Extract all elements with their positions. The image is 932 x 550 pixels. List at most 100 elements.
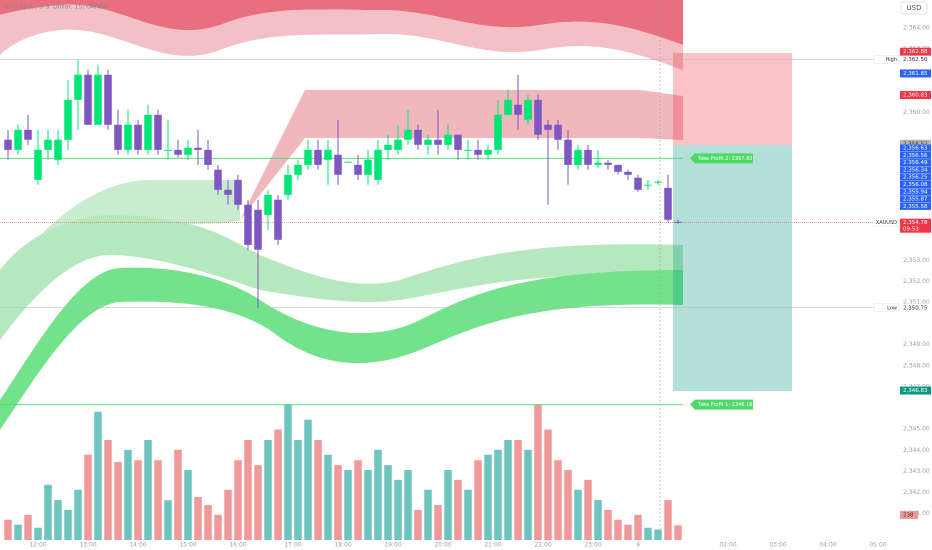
candle-body	[374, 149, 382, 180]
candle-body	[474, 149, 482, 155]
support-band	[0, 215, 683, 340]
price-marker-name-box	[873, 218, 900, 227]
target-zone	[673, 145, 792, 391]
resistance-band-outer	[0, 4, 683, 70]
candle-body	[264, 194, 272, 215]
price-marker-label: 2,358.52	[903, 141, 928, 147]
x-tick-label: 12:00	[29, 542, 46, 549]
candle-body	[574, 149, 582, 165]
candle-body	[244, 204, 252, 245]
volume-marker-label: 238	[903, 513, 914, 519]
volume-bar	[124, 449, 132, 540]
support-band-outer	[0, 180, 240, 340]
price-marker-name: XAUUSD	[876, 220, 897, 226]
y-tick-label: 2,352.00	[903, 278, 930, 285]
indicator-marker	[900, 195, 931, 203]
candle-body	[594, 162, 602, 165]
candle-body	[354, 164, 362, 175]
volume-bar	[274, 429, 282, 540]
volume-bar	[284, 405, 292, 540]
volume-bar	[74, 489, 82, 540]
candle-body	[14, 129, 22, 150]
candle-body	[294, 164, 302, 175]
volume-bar	[14, 524, 22, 540]
volume-bar	[454, 479, 462, 540]
indicator-marker	[900, 173, 931, 181]
x-tick-label: 18:00	[334, 542, 351, 549]
price-marker-label: 2,350.75	[903, 305, 928, 311]
candle-body	[544, 124, 552, 130]
volume-bar	[574, 489, 582, 540]
candle-body	[284, 174, 292, 195]
volume-bar	[334, 465, 342, 540]
volume-bar	[474, 460, 482, 540]
price-marker-time: 09:53	[903, 227, 919, 233]
candle-body	[464, 149, 472, 151]
y-tick-label: 2,348.00	[903, 362, 930, 369]
x-tick-label: 14:00	[129, 542, 146, 549]
volume-bar	[144, 439, 152, 540]
candle-body	[254, 209, 262, 250]
candle-body	[524, 99, 532, 120]
volume-bar	[24, 514, 32, 540]
candle-body	[214, 169, 222, 190]
price-marker	[900, 47, 931, 56]
price-marker-label: 2,346.83	[903, 388, 928, 394]
indicator-label: 2,356.56	[903, 153, 928, 159]
volume-bar	[584, 479, 592, 540]
candle-body	[434, 139, 442, 145]
candle-body	[344, 161, 352, 163]
volume-bar	[554, 460, 562, 540]
volume-bar	[564, 470, 572, 540]
volume-bar	[464, 489, 472, 540]
volume-bar	[594, 500, 602, 540]
volume-bar	[44, 484, 52, 540]
volume-bar	[164, 500, 172, 540]
candle-body	[444, 134, 452, 145]
take-profit-tag	[690, 399, 753, 410]
volume-bar	[494, 449, 502, 540]
candle-body	[204, 149, 212, 165]
candle-body	[564, 139, 572, 165]
volume-bar	[254, 465, 262, 540]
x-tick-label: 02:00	[719, 542, 736, 549]
volume-bar	[64, 509, 72, 540]
x-tick-label: 22:00	[534, 542, 551, 549]
indicator-marker	[900, 159, 931, 167]
volume-bar	[504, 439, 512, 540]
candle-body	[84, 74, 92, 125]
price-marker-label: 2,362.50	[903, 57, 928, 63]
volume-bar	[524, 449, 532, 540]
volume-bar	[234, 460, 242, 540]
volume-marker	[900, 511, 918, 519]
volume-bar	[344, 470, 352, 540]
price-marker	[900, 55, 931, 64]
stop-zone	[673, 53, 792, 145]
candle-body	[54, 139, 62, 160]
indicator-marker	[900, 144, 931, 152]
candle-body	[664, 187, 672, 220]
candle-body	[334, 154, 342, 175]
price-marker-label: 2,362.88	[903, 49, 928, 55]
candle-body	[4, 139, 12, 150]
volume-bar	[54, 500, 62, 540]
candle-body	[174, 149, 182, 155]
volume-bar	[294, 439, 302, 540]
volume-bar	[424, 489, 432, 540]
price-marker-label: 2,361.85	[903, 71, 928, 77]
currency-button[interactable]	[900, 1, 928, 15]
volume-bar	[434, 505, 442, 540]
candle-body	[324, 149, 332, 160]
volume-bar	[674, 525, 682, 540]
volume-bar	[364, 470, 372, 540]
volume-bar	[224, 489, 232, 540]
x-tick-label: 17:00	[284, 542, 301, 549]
chart-title: Gold Spot / U.S. Dollar, 15, OANDA	[4, 4, 109, 11]
volume-bar	[484, 454, 492, 540]
candle-body	[224, 189, 232, 195]
volume-bar	[34, 527, 42, 540]
indicator-marker	[900, 188, 931, 196]
candle-body	[44, 139, 52, 150]
volume-bar	[194, 497, 202, 540]
